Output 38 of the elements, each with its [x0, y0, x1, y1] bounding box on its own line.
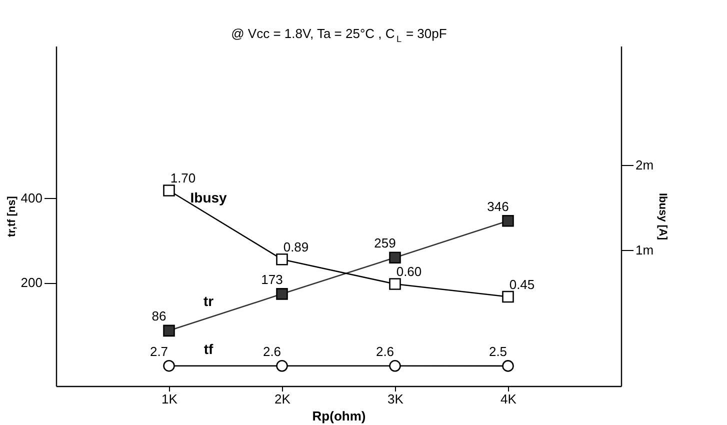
data-label: 259 [374, 236, 396, 251]
point [502, 290, 514, 303]
point [502, 214, 514, 227]
point [389, 278, 401, 290]
y-tick-label: 200 [20, 275, 42, 290]
point [389, 252, 401, 264]
x-tick-label: 4K [500, 392, 517, 406]
x-axis-title: Rp(ohm) [312, 408, 366, 424]
y-tick-label: 400 [20, 190, 42, 206]
series-label: tr [203, 292, 214, 309]
data-label: 2.6 [262, 344, 282, 359]
point [163, 184, 175, 196]
x-tick-label: 2K [274, 392, 291, 406]
point [163, 324, 175, 337]
point [276, 253, 288, 266]
data-label: 86 [152, 308, 166, 324]
x-tick-label: 3K [388, 392, 404, 406]
data-label: 0.60 [396, 264, 422, 279]
y2-tick-label: 2m [636, 158, 654, 172]
point [389, 360, 401, 372]
data-label: 2.7 [150, 344, 168, 359]
series-label: tf [204, 340, 214, 357]
data-label: 1.70 [170, 170, 196, 186]
point [276, 288, 288, 300]
data-label: 173 [261, 272, 283, 287]
point [163, 360, 175, 372]
data-label: 346 [487, 198, 509, 214]
x-tick-label: 1K [162, 392, 178, 406]
point [276, 360, 288, 372]
y-axis-title: tr,tf [ns] [6, 196, 18, 237]
point [502, 360, 514, 372]
data-label: 2.6 [376, 344, 394, 359]
data-label: 2.5 [488, 344, 508, 359]
y2-axis-title: Ibusy [A] [656, 192, 669, 240]
data-label: 0.89 [283, 239, 309, 254]
data-label: 0.45 [509, 276, 535, 292]
series-label: Ibusy [190, 190, 228, 206]
y2-tick-label: 1m [636, 242, 654, 258]
